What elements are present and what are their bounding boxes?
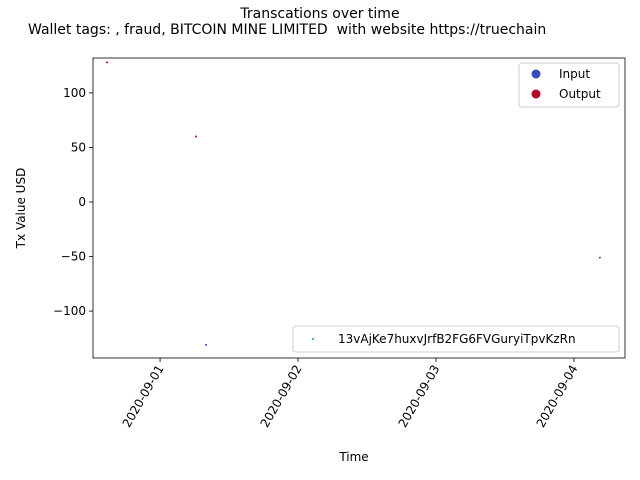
legend-marker <box>531 89 541 99</box>
y-tick-label: 100 <box>63 86 86 100</box>
legend-label: Output <box>559 87 601 101</box>
legend-marker <box>312 338 314 340</box>
point <box>195 135 198 138</box>
legend-box <box>292 325 620 353</box>
point <box>204 343 207 346</box>
chart-subtitle: Wallet tags: , fraud, BITCOIN MINE LIMIT… <box>28 22 546 38</box>
x-tick-label: 2020-09-02 <box>258 363 305 430</box>
point <box>598 256 601 259</box>
y-tick-label: −100 <box>53 304 86 318</box>
legend-label: 13vAjKe7huxvJrfB2FG6FVGuryiTpvKzRn <box>338 332 576 346</box>
y-tick-label: −50 <box>61 250 86 264</box>
legend-marker <box>531 69 541 79</box>
x-tick-label: 2020-09-04 <box>534 363 581 430</box>
legend-box <box>518 62 620 108</box>
x-tick-label: 2020-09-01 <box>120 363 167 430</box>
plot-frame <box>92 57 626 359</box>
point <box>106 61 109 64</box>
y-tick-label: 50 <box>71 140 86 154</box>
y-axis-label: Tx Value USD <box>14 168 28 250</box>
x-axis-label: Time <box>338 450 368 464</box>
y-tick-label: 0 <box>78 195 86 209</box>
chart-title: Transcations over time <box>239 6 399 22</box>
x-tick-label: 2020-09-03 <box>396 363 443 430</box>
legend-label: Input <box>559 67 590 81</box>
